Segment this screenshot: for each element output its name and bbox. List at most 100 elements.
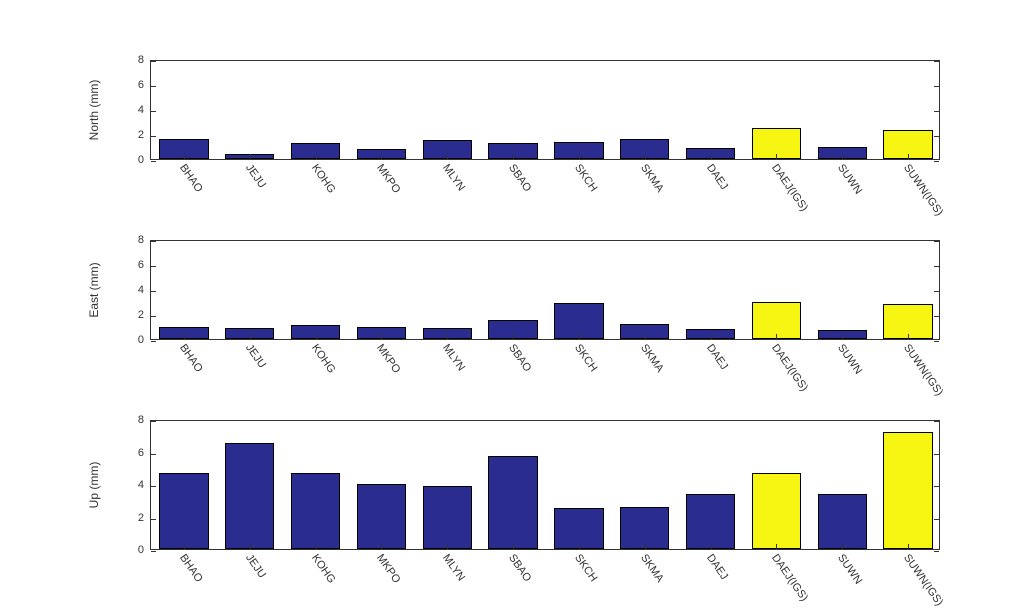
x-tick-label: DAEJ(IGS) [770, 162, 811, 213]
x-tick-label: SKCH [572, 342, 599, 374]
bar [686, 494, 735, 549]
x-tick-mark [513, 544, 514, 549]
y-tick-mark [934, 61, 939, 62]
y-tick-mark [934, 86, 939, 87]
bar [620, 507, 669, 549]
x-tick-label: DAEJ(IGS) [770, 552, 811, 603]
y-tick-label: 0 [138, 334, 144, 346]
x-tick-label: DAEJ(IGS) [770, 342, 811, 393]
y-tick-label: 4 [138, 479, 144, 491]
y-tick-label: 0 [138, 544, 144, 556]
y-axis-label: North (mm) [87, 80, 101, 141]
x-tick-mark [908, 544, 909, 549]
x-tick-label: MKPO [375, 552, 403, 585]
y-tick-mark [151, 519, 156, 520]
x-tick-label: SUWN [835, 162, 864, 196]
plot-area [150, 240, 940, 340]
x-tick-label: BHAO [177, 342, 205, 374]
x-tick-mark [711, 154, 712, 159]
x-tick-mark [842, 154, 843, 159]
y-tick-mark [151, 136, 156, 137]
x-tick-mark [579, 154, 580, 159]
y-tick-mark [151, 316, 156, 317]
x-tick-mark [645, 334, 646, 339]
bar [554, 508, 603, 549]
y-tick-mark [151, 241, 156, 242]
y-tick-mark [934, 519, 939, 520]
y-tick-mark [934, 454, 939, 455]
x-tick-mark [513, 334, 514, 339]
x-tick-mark [447, 544, 448, 549]
bar [752, 473, 801, 549]
x-tick-mark [250, 334, 251, 339]
x-tick-label: SUWN [835, 342, 864, 376]
x-tick-mark [645, 154, 646, 159]
y-tick-mark [934, 161, 939, 162]
x-tick-label: SKCH [572, 162, 599, 194]
x-tick-mark [513, 154, 514, 159]
y-tick-label: 2 [138, 512, 144, 524]
x-tick-label: SKMA [638, 342, 666, 374]
bar [291, 473, 340, 549]
x-tick-label: KOHG [309, 342, 337, 375]
y-tick-mark [934, 291, 939, 292]
y-tick-mark [934, 111, 939, 112]
x-tick-mark [184, 544, 185, 549]
bar [423, 486, 472, 549]
x-tick-label: KOHG [309, 552, 337, 585]
plot-area [150, 420, 940, 550]
y-tick-mark [151, 111, 156, 112]
x-tick-mark [316, 544, 317, 549]
x-tick-label: BHAO [177, 162, 205, 194]
x-tick-mark [579, 544, 580, 549]
x-tick-label: SKMA [638, 162, 666, 194]
x-tick-label: JEJU [243, 552, 268, 580]
y-tick-mark [934, 316, 939, 317]
x-tick-label: MLYN [440, 552, 467, 583]
bar [225, 443, 274, 549]
x-tick-mark [908, 334, 909, 339]
y-tick-mark [151, 551, 156, 552]
x-tick-mark [908, 154, 909, 159]
plot-area [150, 60, 940, 160]
y-tick-mark [934, 486, 939, 487]
y-tick-mark [151, 421, 156, 422]
y-tick-mark [151, 486, 156, 487]
y-tick-mark [151, 61, 156, 62]
x-tick-mark [645, 544, 646, 549]
x-tick-mark [184, 334, 185, 339]
bar [357, 484, 406, 549]
y-tick-mark [934, 341, 939, 342]
x-tick-label: SUWN(IGS) [901, 342, 945, 398]
x-tick-label: SBAO [506, 342, 533, 374]
x-tick-label: MLYN [440, 342, 467, 373]
x-tick-label: SUWN(IGS) [901, 162, 945, 218]
x-tick-label: SBAO [506, 552, 533, 584]
y-tick-label: 8 [138, 414, 144, 426]
y-tick-mark [934, 136, 939, 137]
y-tick-mark [151, 161, 156, 162]
y-tick-label: 0 [138, 154, 144, 166]
y-tick-label: 2 [138, 129, 144, 141]
bar [818, 494, 867, 549]
y-tick-mark [151, 291, 156, 292]
x-tick-mark [316, 334, 317, 339]
x-tick-mark [381, 334, 382, 339]
x-tick-mark [250, 544, 251, 549]
y-tick-label: 8 [138, 54, 144, 66]
chart-panel: North (mm)02468BHAOJEJUKOHGMKPOMLYNSBAOS… [150, 60, 940, 160]
y-tick-label: 6 [138, 259, 144, 271]
x-tick-label: JEJU [243, 162, 268, 190]
x-tick-label: SKMA [638, 552, 666, 584]
bar [488, 456, 537, 549]
x-tick-mark [579, 334, 580, 339]
x-tick-label: DAEJ [704, 162, 730, 192]
y-tick-mark [934, 551, 939, 552]
y-tick-mark [151, 266, 156, 267]
y-tick-mark [151, 86, 156, 87]
y-tick-mark [151, 341, 156, 342]
y-tick-label: 8 [138, 234, 144, 246]
x-tick-mark [776, 154, 777, 159]
x-tick-mark [381, 154, 382, 159]
y-axis-label: East (mm) [87, 262, 101, 317]
